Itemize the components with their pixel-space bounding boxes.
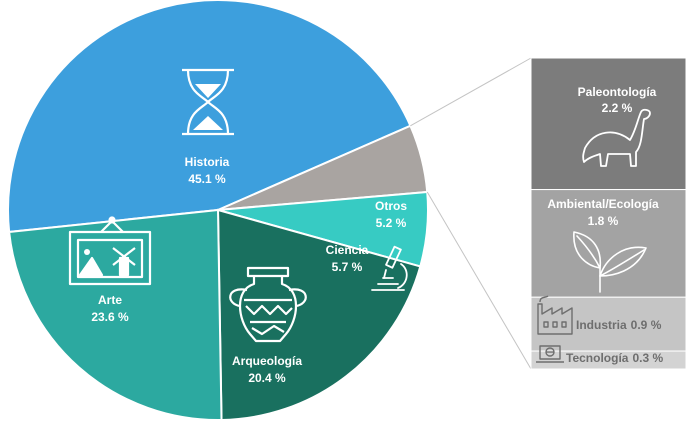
- leaves-icon: [573, 231, 647, 293]
- connector-line-top: [410, 57, 532, 127]
- slice-value-historia: 45.1 %: [188, 172, 226, 186]
- amphora-icon: [229, 266, 307, 343]
- segment-value-industria: 0.9 %: [631, 318, 662, 332]
- slice-label-otros: Otros: [375, 199, 407, 213]
- bar-segment-paleontologia: [530, 57, 687, 191]
- segment-label-industria: Industria: [576, 318, 627, 332]
- pie-slice-arte: [8, 208, 223, 421]
- hourglass-icon: [182, 68, 234, 136]
- slice-label-ciencia: Ciencia: [326, 243, 369, 257]
- segment-label-paleontologia: Paleontología: [578, 85, 657, 99]
- bar-segment-tecnologia: [530, 350, 687, 370]
- painting-icon: [68, 216, 152, 286]
- segment-label-ambiental-ecologia: Ambiental/Ecología: [547, 197, 659, 211]
- segment-label-tecnologia: Tecnología: [566, 351, 629, 365]
- laptop-icon: [536, 345, 564, 363]
- slice-value-otros: 5.2 %: [376, 216, 407, 230]
- slice-value-arte: 23.6 %: [91, 310, 129, 324]
- microscope-icon: [371, 245, 408, 291]
- pie-slice-historia: [7, 0, 412, 234]
- slice-label-arte: Arte: [98, 293, 122, 307]
- pie-slice-arqueologia: [216, 208, 422, 421]
- connector-line-bottom: [426, 191, 532, 370]
- bar-segment-ambiental-ecologia: [530, 189, 687, 298]
- slice-label-historia: Historia: [185, 155, 230, 169]
- slice-value-arqueologia: 20.4 %: [248, 371, 286, 385]
- segment-value-tecnologia: 0.3 %: [632, 351, 663, 365]
- slice-value-ciencia: 5.7 %: [332, 260, 363, 274]
- slice-label-arqueologia: Arqueología: [232, 354, 302, 368]
- factory-icon: [537, 295, 573, 335]
- segment-value-paleontologia: 2.2 %: [602, 101, 633, 115]
- segment-value-ambiental-ecologia: 1.8 %: [588, 214, 619, 228]
- dinosaur-icon: [582, 108, 651, 167]
